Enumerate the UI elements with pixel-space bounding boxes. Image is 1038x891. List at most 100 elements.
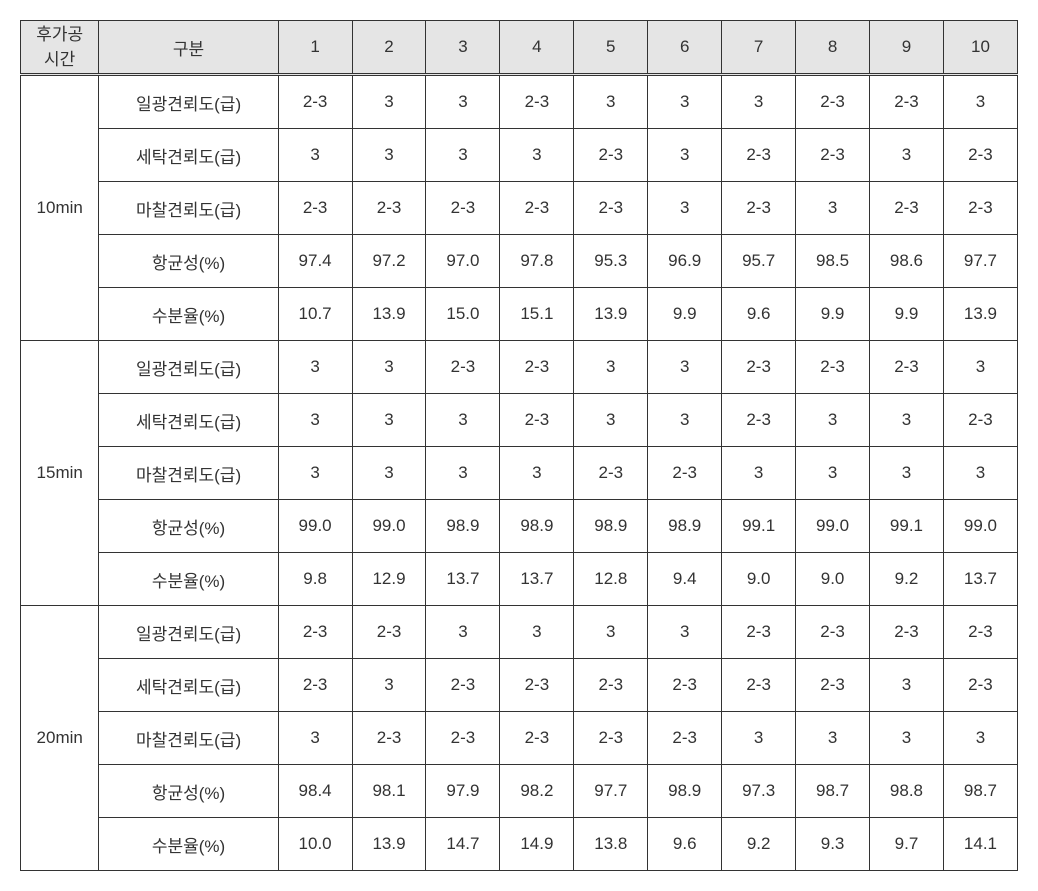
header-col-2: 2 [352,21,426,75]
table-row: 세탁견뢰도(급)2-332-32-32-32-32-32-332-3 [21,659,1018,712]
data-cell: 3 [500,606,574,659]
data-cell: 9.0 [722,553,796,606]
data-cell: 12.8 [574,553,648,606]
data-cell: 2-3 [943,182,1017,235]
data-cell: 98.2 [500,765,574,818]
data-cell: 2-3 [500,712,574,765]
data-cell: 3 [648,75,722,129]
header-time: 후가공시간 [21,21,99,75]
data-cell: 97.7 [943,235,1017,288]
data-cell: 3 [796,447,870,500]
table-row: 20min일광견뢰도(급)2-32-333332-32-32-32-3 [21,606,1018,659]
data-cell: 98.9 [574,500,648,553]
data-cell: 2-3 [426,341,500,394]
data-cell: 99.0 [278,500,352,553]
data-cell: 3 [426,394,500,447]
data-cell: 2-3 [574,129,648,182]
row-label-cell: 세탁견뢰도(급) [99,394,278,447]
data-cell: 9.8 [278,553,352,606]
data-cell: 97.4 [278,235,352,288]
time-cell: 10min [21,75,99,341]
data-cell: 3 [943,341,1017,394]
data-cell: 98.9 [648,500,722,553]
data-cell: 2-3 [426,659,500,712]
data-cell: 99.1 [870,500,944,553]
data-cell: 99.0 [943,500,1017,553]
data-cell: 98.1 [352,765,426,818]
header-category: 구분 [99,21,278,75]
data-cell: 98.6 [870,235,944,288]
row-label-cell: 수분율(%) [99,553,278,606]
data-cell: 2-3 [500,394,574,447]
data-cell: 3 [796,182,870,235]
data-cell: 3 [722,75,796,129]
header-row: 후가공시간 구분 1 2 3 4 5 6 7 8 9 10 [21,21,1018,75]
row-label-cell: 마찰견뢰도(급) [99,712,278,765]
data-cell: 3 [870,394,944,447]
data-cell: 13.7 [426,553,500,606]
data-cell: 97.2 [352,235,426,288]
data-cell: 3 [796,712,870,765]
data-cell: 3 [648,182,722,235]
data-cell: 9.2 [870,553,944,606]
data-cell: 3 [722,447,796,500]
data-cell: 14.7 [426,818,500,871]
data-cell: 98.5 [796,235,870,288]
data-cell: 3 [426,447,500,500]
data-cell: 3 [943,75,1017,129]
data-cell: 13.9 [352,288,426,341]
data-cell: 9.2 [722,818,796,871]
table-row: 항균성(%)97.497.297.097.895.396.995.798.598… [21,235,1018,288]
data-cell: 3 [574,606,648,659]
data-cell: 3 [943,712,1017,765]
data-cell: 2-3 [796,659,870,712]
data-cell: 2-3 [722,182,796,235]
data-cell: 14.1 [943,818,1017,871]
data-cell: 3 [574,341,648,394]
data-cell: 97.3 [722,765,796,818]
table-row: 세탁견뢰도(급)33332-332-32-332-3 [21,129,1018,182]
row-label-cell: 수분율(%) [99,288,278,341]
data-cell: 2-3 [278,182,352,235]
data-cell: 98.9 [426,500,500,553]
data-cell: 96.9 [648,235,722,288]
data-cell: 15.1 [500,288,574,341]
header-col-8: 8 [796,21,870,75]
data-cell: 3 [278,447,352,500]
data-cell: 2-3 [870,182,944,235]
data-cell: 99.0 [796,500,870,553]
data-cell: 3 [796,394,870,447]
row-label-cell: 일광견뢰도(급) [99,75,278,129]
row-label-cell: 항균성(%) [99,500,278,553]
data-cell: 2-3 [943,394,1017,447]
data-cell: 2-3 [574,182,648,235]
table-row: 10min일광견뢰도(급)2-3332-33332-32-33 [21,75,1018,129]
data-cell: 3 [352,447,426,500]
data-cell: 3 [648,341,722,394]
data-cell: 3 [500,129,574,182]
data-cell: 2-3 [426,182,500,235]
data-cell: 3 [278,341,352,394]
data-cell: 2-3 [943,129,1017,182]
data-cell: 2-3 [870,606,944,659]
table-row: 세탁견뢰도(급)3332-3332-3332-3 [21,394,1018,447]
data-cell: 13.9 [943,288,1017,341]
table-row: 수분율(%)10.013.914.714.913.89.69.29.39.714… [21,818,1018,871]
header-col-10: 10 [943,21,1017,75]
data-cell: 3 [870,447,944,500]
header-col-9: 9 [870,21,944,75]
data-cell: 2-3 [870,75,944,129]
data-cell: 3 [426,606,500,659]
header-col-1: 1 [278,21,352,75]
data-cell: 9.0 [796,553,870,606]
data-table: 후가공시간 구분 1 2 3 4 5 6 7 8 9 10 10min일광견뢰도… [20,20,1018,871]
data-cell: 2-3 [500,182,574,235]
data-cell: 98.4 [278,765,352,818]
row-label-cell: 세탁견뢰도(급) [99,659,278,712]
data-cell: 12.9 [352,553,426,606]
data-cell: 2-3 [943,659,1017,712]
row-label-cell: 항균성(%) [99,765,278,818]
data-cell: 2-3 [943,606,1017,659]
data-cell: 97.8 [500,235,574,288]
data-cell: 98.7 [796,765,870,818]
